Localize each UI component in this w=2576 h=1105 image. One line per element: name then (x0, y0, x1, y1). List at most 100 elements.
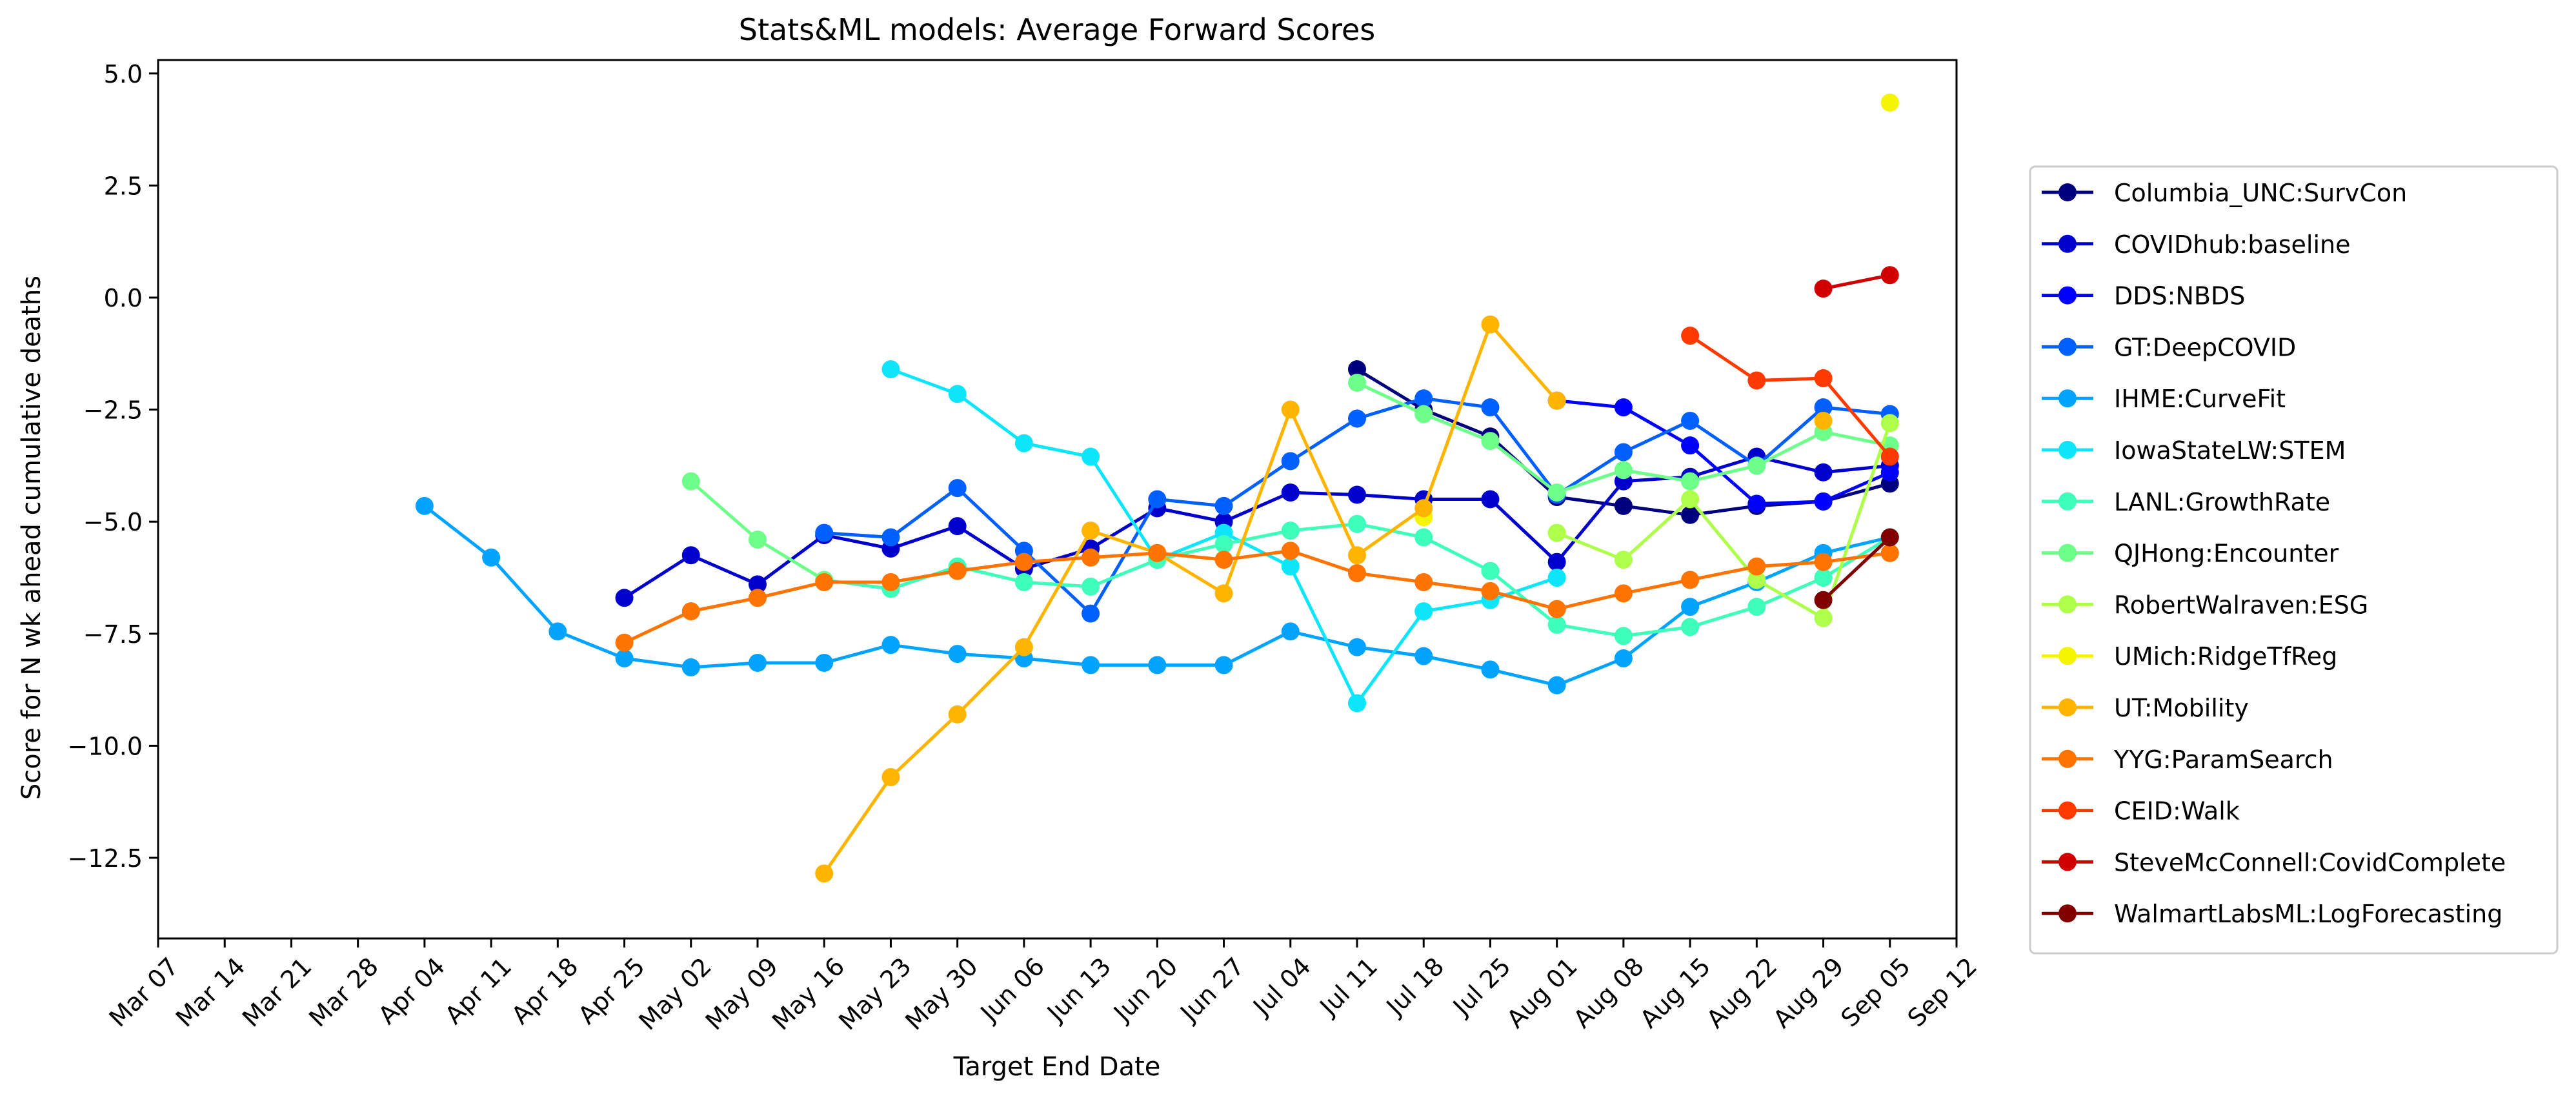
legend-item: QJHong:Encounter (2042, 540, 2339, 568)
data-point (1348, 409, 1366, 428)
data-point (1414, 405, 1433, 423)
data-point (1481, 398, 1500, 417)
data-point (749, 530, 767, 549)
data-point (1547, 569, 1566, 587)
data-point (1481, 490, 1500, 509)
legend: Columbia_UNC:SurvCon COVIDhub:baseline DDS… (2029, 165, 2559, 955)
data-point (1348, 638, 1366, 656)
data-point (1747, 571, 1766, 589)
data-point (1547, 600, 1566, 618)
data-point (1481, 562, 1500, 580)
data-point (749, 575, 767, 594)
data-point (1681, 490, 1700, 509)
data-point (1614, 398, 1633, 417)
data-point (881, 636, 900, 654)
series-line (1823, 273, 1891, 290)
data-point (1614, 584, 1633, 603)
data-point (1614, 443, 1633, 461)
data-point (815, 523, 834, 542)
plot-frame (157, 59, 1958, 940)
legend-swatch-marker (2058, 234, 2077, 253)
data-point (1414, 602, 1433, 621)
data-point (1681, 411, 1700, 430)
data-point (1814, 398, 1833, 417)
data-point (1814, 411, 1833, 430)
data-point (749, 653, 767, 672)
data-point (1614, 496, 1633, 515)
data-point (948, 705, 967, 724)
data-point (1348, 694, 1366, 713)
data-point (681, 658, 700, 676)
data-point (1414, 528, 1433, 547)
data-point (1681, 436, 1700, 455)
data-point (1547, 676, 1566, 694)
y-tick-label: −12.5 (68, 844, 143, 873)
legend-label: Columbia_UNC:SurvCon (2114, 179, 2407, 207)
data-point (1082, 577, 1100, 596)
y-tick-label: 0.0 (104, 284, 143, 312)
y-tick-label: 2.5 (104, 172, 143, 200)
data-point (1547, 615, 1566, 634)
data-point (1681, 618, 1700, 636)
data-point (1281, 452, 1300, 471)
data-point (1880, 463, 1899, 482)
legend-label: GT:DeepCOVID (2114, 333, 2296, 361)
y-tick-label: −7.5 (83, 620, 143, 649)
data-point (1082, 447, 1100, 466)
data-point (1681, 598, 1700, 616)
data-point (1148, 543, 1167, 562)
data-point (1281, 522, 1300, 540)
data-point (1014, 434, 1033, 452)
data-point (1214, 551, 1233, 569)
legend-item: RobertWalraven:ESG (2042, 591, 2368, 619)
series-line (623, 549, 1891, 644)
data-point (1880, 528, 1899, 547)
data-point (948, 479, 967, 498)
data-point (1614, 551, 1633, 569)
chart-title: Stats&ML models: Average Forward Scores (739, 12, 1375, 47)
legend-label: UMich:RidgeTfReg (2114, 642, 2337, 671)
legend-swatch-marker (2058, 698, 2077, 716)
y-axis-label: Score for N wk ahead cumulative deaths (17, 276, 46, 800)
data-point (1014, 638, 1033, 656)
legend-swatch-marker (2058, 183, 2077, 201)
data-point (948, 517, 967, 536)
data-point (1348, 360, 1366, 379)
legend-label: IHME:CurveFit (2114, 385, 2286, 413)
data-point (749, 589, 767, 607)
series-line (1556, 422, 1892, 620)
data-point (548, 622, 567, 641)
data-point (1547, 523, 1566, 542)
data-point (1814, 492, 1833, 511)
data-point (948, 645, 967, 664)
data-point (1547, 552, 1566, 571)
data-point (1348, 546, 1366, 565)
data-point (1880, 93, 1899, 112)
data-point (1614, 461, 1633, 480)
legend-item: YYG:ParamSearch (2042, 745, 2333, 774)
legend-item: IHME:CurveFit (2042, 385, 2286, 413)
series-group (1681, 327, 1899, 466)
data-point (1281, 557, 1300, 576)
data-point (1082, 548, 1100, 567)
data-point (1681, 472, 1700, 491)
data-point (1814, 369, 1833, 388)
legend-label: RobertWalraven:ESG (2114, 591, 2368, 619)
series-lines (415, 93, 1899, 883)
series-group (615, 542, 1899, 652)
legend-swatch-marker (2058, 492, 2077, 511)
y-tick-label: 5.0 (104, 60, 143, 88)
series-line (1822, 536, 1891, 602)
data-point (1547, 483, 1566, 502)
data-point (881, 528, 900, 547)
data-point (1880, 266, 1899, 285)
series-group (815, 389, 1899, 623)
data-point (1214, 534, 1233, 553)
data-point (615, 589, 634, 607)
data-point (1414, 389, 1433, 408)
data-point (1814, 569, 1833, 587)
legend-item: UMich:RidgeTfReg (2042, 642, 2337, 671)
data-point (1814, 463, 1833, 482)
legend-label: WalmartLabsML:LogForecasting (2114, 900, 2502, 928)
